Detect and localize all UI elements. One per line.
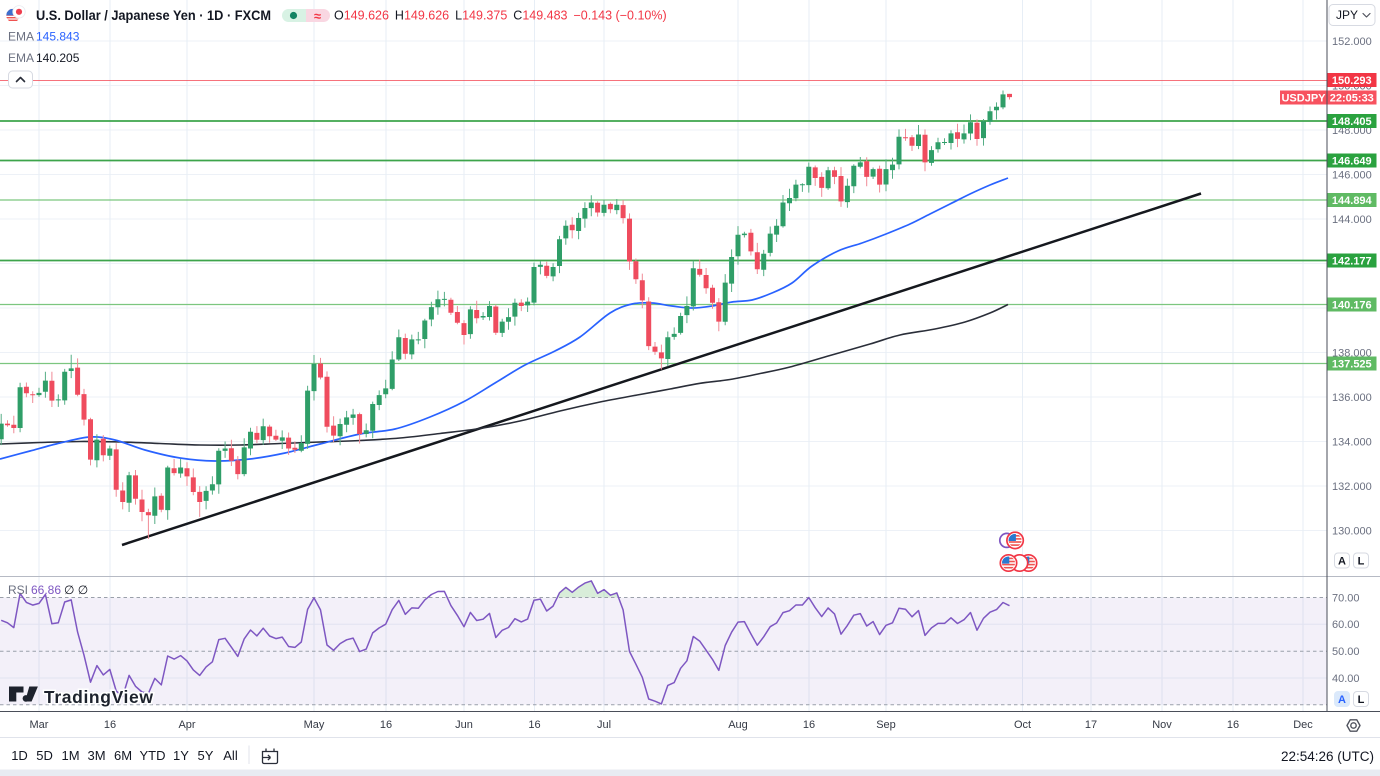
svg-text:16: 16 bbox=[528, 719, 540, 731]
svg-text:EMA: EMA bbox=[8, 30, 34, 44]
svg-text:L: L bbox=[1358, 556, 1365, 568]
svg-text:60.00: 60.00 bbox=[1332, 619, 1360, 631]
svg-text:142.177: 142.177 bbox=[1332, 256, 1372, 268]
svg-text:All: All bbox=[223, 748, 238, 763]
svg-text:136.000: 136.000 bbox=[1332, 392, 1372, 404]
svg-text:Aug: Aug bbox=[728, 719, 748, 731]
svg-text:146.000: 146.000 bbox=[1332, 169, 1372, 181]
svg-text:1D: 1D bbox=[11, 748, 28, 763]
svg-text:16: 16 bbox=[104, 719, 116, 731]
svg-text:138.000: 138.000 bbox=[1332, 347, 1372, 359]
svg-text:3M: 3M bbox=[87, 748, 105, 763]
svg-text:22:54:26 (UTC): 22:54:26 (UTC) bbox=[1281, 749, 1374, 764]
svg-text:6M: 6M bbox=[114, 748, 132, 763]
svg-text:Nov: Nov bbox=[1152, 719, 1172, 731]
svg-text:Jun: Jun bbox=[455, 719, 473, 731]
svg-text:16: 16 bbox=[380, 719, 392, 731]
svg-text:Apr: Apr bbox=[178, 719, 195, 731]
svg-text:Oct: Oct bbox=[1014, 719, 1031, 731]
svg-text:JPY: JPY bbox=[1336, 8, 1358, 22]
svg-text:134.000: 134.000 bbox=[1332, 436, 1372, 448]
svg-text:1M: 1M bbox=[61, 748, 79, 763]
svg-text:Mar: Mar bbox=[30, 719, 49, 731]
svg-text:16: 16 bbox=[803, 719, 815, 731]
svg-text:RSI: RSI bbox=[8, 583, 28, 597]
svg-text:16: 16 bbox=[1227, 719, 1239, 731]
svg-text:132.000: 132.000 bbox=[1332, 481, 1372, 493]
svg-text:22:05:33: 22:05:33 bbox=[1330, 93, 1374, 105]
svg-text:A: A bbox=[1338, 694, 1346, 706]
svg-text:YTD: YTD bbox=[140, 748, 166, 763]
svg-text:USDJPY: USDJPY bbox=[1281, 93, 1326, 105]
svg-text:Dec: Dec bbox=[1293, 719, 1313, 731]
svg-text:70.00: 70.00 bbox=[1332, 592, 1360, 604]
svg-text:≈: ≈ bbox=[314, 9, 321, 24]
svg-text:Sep: Sep bbox=[876, 719, 896, 731]
svg-text:U.S. Dollar / Japanese Yen · 1: U.S. Dollar / Japanese Yen · 1D · FXCM bbox=[36, 7, 271, 23]
svg-text:Jul: Jul bbox=[597, 719, 611, 731]
svg-text:1Y: 1Y bbox=[173, 748, 189, 763]
svg-text:144.894: 144.894 bbox=[1332, 195, 1373, 207]
svg-text:40.00: 40.00 bbox=[1332, 673, 1360, 685]
svg-text:140.205: 140.205 bbox=[36, 51, 80, 65]
svg-text:66.86: 66.86 bbox=[31, 583, 61, 597]
svg-text:May: May bbox=[304, 719, 325, 731]
svg-text:50.00: 50.00 bbox=[1332, 646, 1360, 658]
svg-text:130.000: 130.000 bbox=[1332, 525, 1372, 537]
svg-text:EMA: EMA bbox=[8, 51, 34, 65]
svg-text:5D: 5D bbox=[36, 748, 53, 763]
svg-text:∅ ∅: ∅ ∅ bbox=[64, 583, 88, 597]
svg-text:17: 17 bbox=[1085, 719, 1097, 731]
svg-text:137.525: 137.525 bbox=[1332, 359, 1372, 371]
svg-text:148.405: 148.405 bbox=[1332, 116, 1372, 128]
svg-text:152.000: 152.000 bbox=[1332, 36, 1372, 48]
svg-text:145.843: 145.843 bbox=[36, 30, 80, 44]
svg-text:A: A bbox=[1338, 556, 1346, 568]
svg-text:150.293: 150.293 bbox=[1332, 75, 1372, 87]
svg-text:TradingView: TradingView bbox=[44, 687, 153, 707]
svg-text:5Y: 5Y bbox=[198, 748, 214, 763]
svg-text:140.176: 140.176 bbox=[1332, 300, 1372, 312]
svg-text:L: L bbox=[1358, 694, 1365, 706]
svg-text:144.000: 144.000 bbox=[1332, 214, 1372, 226]
svg-text:146.649: 146.649 bbox=[1332, 156, 1372, 168]
